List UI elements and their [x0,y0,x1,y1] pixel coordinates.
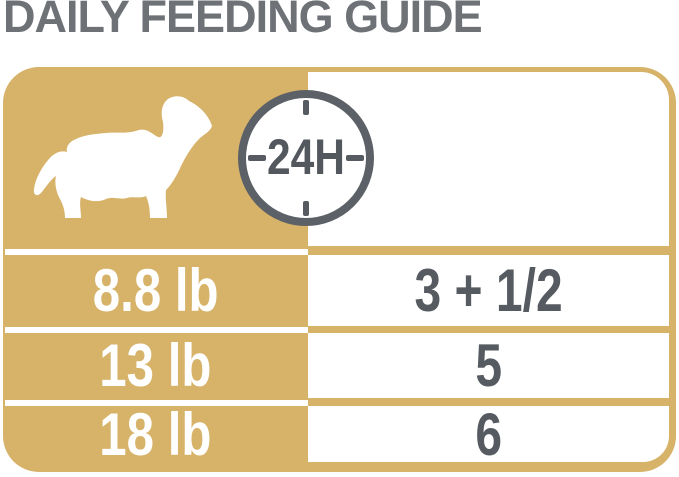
weight-cell-row3: 18 lb [3,401,308,468]
weight-row3: 18 lb [99,400,212,468]
weight-cell-row1: 8.8 lb [3,255,308,326]
row-divider [5,400,308,406]
weight-cell-row2: 13 lb [3,332,308,399]
weight-row1: 8.8 lb [92,257,219,324]
clock-tick-left [248,155,266,161]
clock-24h-label: 24H [267,129,345,185]
clock-tick-top [303,100,309,115]
clock-24h-icon: 24H [238,90,374,226]
cans-amount-row1: 3 + 1/2 [414,257,563,324]
clock-tick-bottom [303,201,309,216]
cans-amount-row3: 6 [475,400,502,468]
cans-amount-cell-row3: 6 [308,401,669,468]
weight-row2: 13 lb [99,332,212,399]
feeding-guide-panel: Cans only 3 + 1/2 5 6 8.8 lb [3,67,676,472]
page-title: DAILY FEEDING GUIDE [3,0,483,42]
dachshund-dog-icon [33,96,213,218]
cans-amount-row2: 5 [475,332,502,399]
row-divider [5,249,308,255]
row-divider [5,327,308,333]
cans-amount-cell-row2: 5 [308,332,669,399]
cans-amount-cell-row1: 3 + 1/2 [308,255,669,326]
clock-tick-right [346,155,364,161]
